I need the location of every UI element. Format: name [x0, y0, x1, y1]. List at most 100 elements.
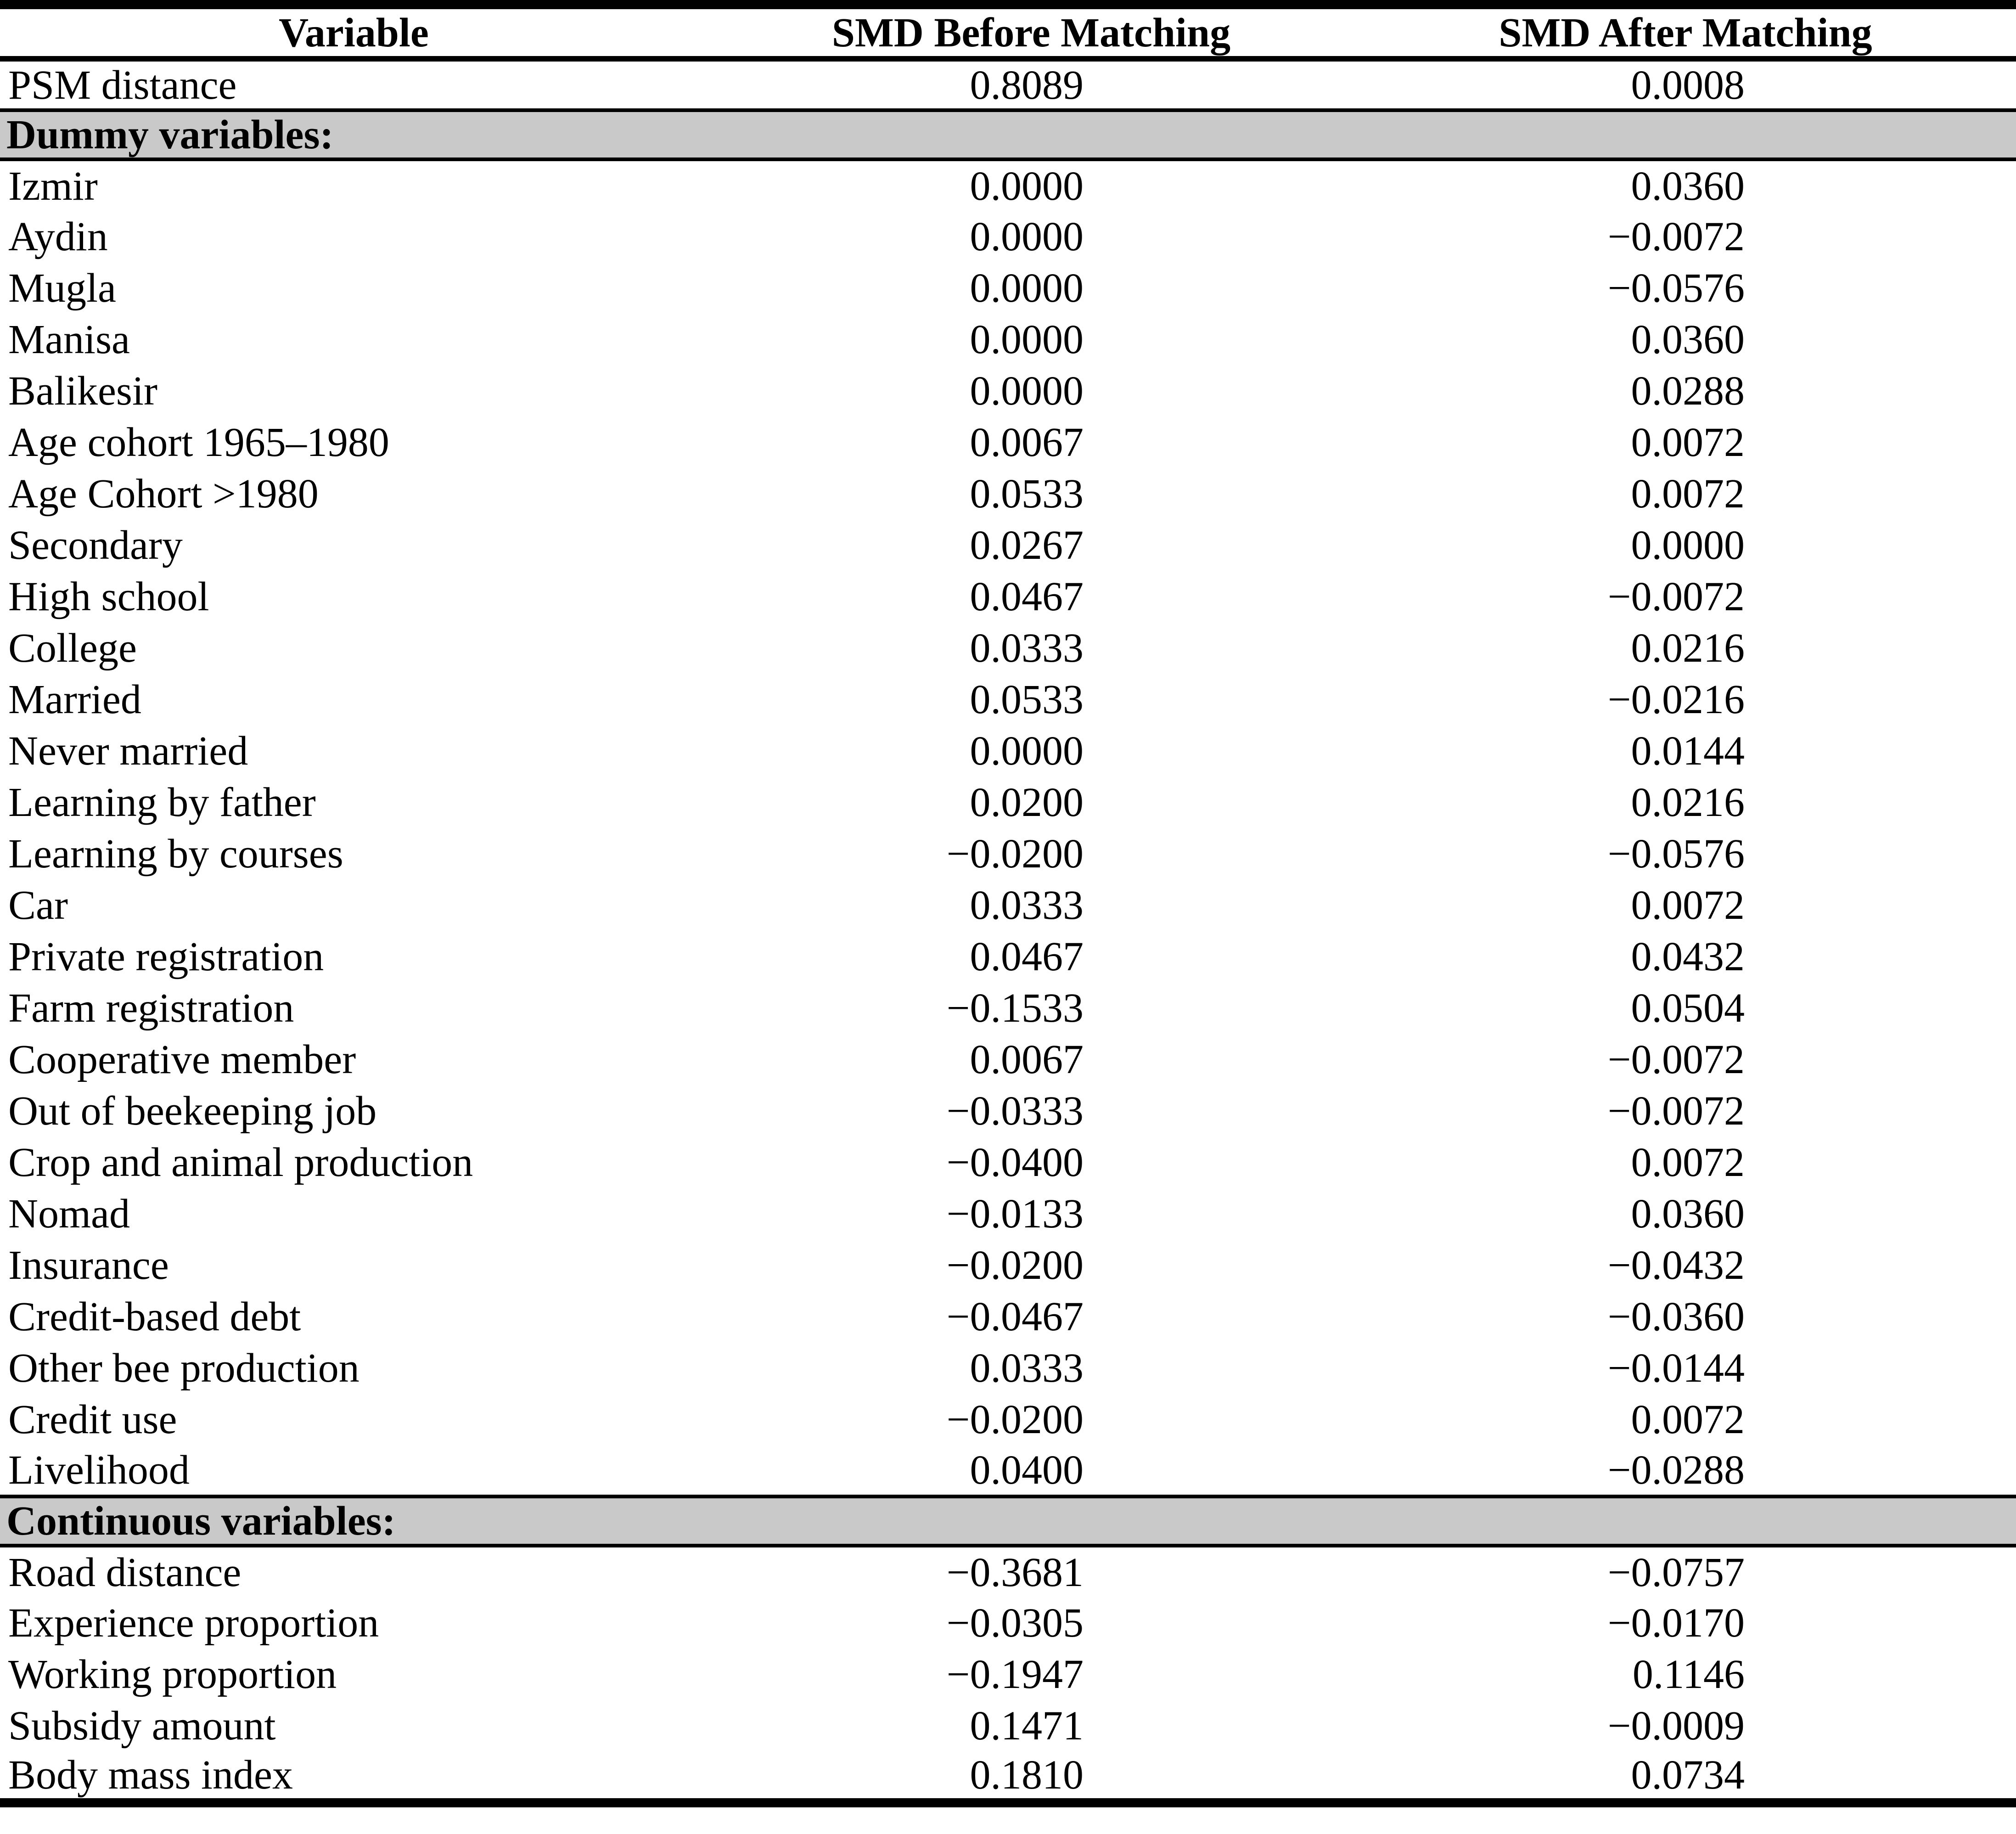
table-row: Car 0.0333 0.0072: [0, 879, 2016, 931]
smd-before-value-cell: −0.0305: [946, 1600, 1084, 1646]
variable-cell: High school: [8, 574, 209, 619]
table-row: Married 0.0533 −0.0216: [0, 674, 2016, 725]
smd-before-value-cell: −0.3681: [946, 1549, 1084, 1595]
smd-before-value-cell: −0.0400: [946, 1139, 1084, 1185]
variable-cell: Learning by father: [8, 779, 316, 825]
smd-after-value-cell: 0.0144: [1631, 728, 1745, 774]
smd-after-value-cell: −0.0757: [1607, 1549, 1745, 1595]
table-row: Livelihood 0.0400 −0.0288: [0, 1445, 2016, 1496]
table-row: Experience proportion −0.0305 −0.0170: [0, 1597, 2016, 1648]
smd-before-value-cell: 0.0000: [970, 214, 1084, 259]
variable-cell: Out of beekeeping job: [8, 1088, 377, 1134]
table-row: Nomad −0.0133 0.0360: [0, 1188, 2016, 1239]
variable-cell: Mugla: [8, 265, 116, 311]
table-row: Credit-based debt −0.0467 −0.0360: [0, 1291, 2016, 1342]
table-header-row: Variable SMD Before Matching SMD After M…: [0, 5, 2016, 62]
smd-before-value-cell: −0.0133: [946, 1191, 1084, 1237]
smd-after-value-cell: −0.0432: [1607, 1242, 1745, 1288]
smd-before-value-cell: −0.0200: [946, 1242, 1084, 1288]
table-row: Private registration 0.0467 0.0432: [0, 931, 2016, 982]
smd-after-value-cell: 0.0072: [1631, 419, 1745, 465]
variable-cell: Nomad: [8, 1191, 130, 1237]
variable-cell: Livelihood: [8, 1447, 190, 1493]
variable-cell: Izmir: [8, 163, 98, 209]
variable-cell: Experience proportion: [8, 1600, 379, 1646]
table-header: Variable SMD Before Matching SMD After M…: [0, 5, 2016, 62]
variable-cell: Married: [8, 676, 141, 722]
column-header-smd-before: SMD Before Matching: [708, 5, 1355, 62]
smd-before-value-cell: 0.0533: [970, 676, 1084, 722]
table-row: Working proportion −0.1947 0.1146: [0, 1648, 2016, 1700]
smd-after-value-cell: 0.0072: [1631, 882, 1745, 928]
table-row: Credit use −0.0200 0.0072: [0, 1394, 2016, 1445]
table-row: College 0.0333 0.0216: [0, 622, 2016, 674]
smd-after-value-cell: 0.0008: [1631, 62, 1745, 108]
smd-before-value-cell: 0.0467: [970, 934, 1084, 979]
variable-cell: Car: [8, 882, 68, 928]
table-row: Other bee production 0.0333 −0.0144: [0, 1342, 2016, 1394]
variable-cell: Working proportion: [8, 1651, 337, 1697]
section-header-row: Dummy variables:: [0, 110, 2016, 159]
smd-before-value-cell: 0.0000: [970, 728, 1084, 774]
smd-after-value-cell: 0.0360: [1631, 163, 1745, 209]
variable-cell: Learning by courses: [8, 831, 343, 877]
smd-before-value-cell: 0.0000: [970, 163, 1084, 209]
smd-before-value-cell: 0.0267: [970, 522, 1084, 568]
variable-cell: Other bee production: [8, 1345, 359, 1391]
variable-cell: Credit use: [8, 1396, 177, 1442]
table-row: Aydin 0.0000 −0.0072: [0, 211, 2016, 262]
variable-cell: Secondary: [8, 522, 183, 568]
table-row: Learning by father 0.0200 0.0216: [0, 776, 2016, 828]
table-row: Mugla 0.0000 −0.0576: [0, 262, 2016, 314]
smd-after-value-cell: 0.1146: [1632, 1651, 1745, 1697]
table-row: Cooperative member 0.0067 −0.0072: [0, 1034, 2016, 1085]
variable-cell: Subsidy amount: [8, 1703, 276, 1749]
smd-before-value-cell: −0.0333: [946, 1088, 1084, 1134]
table-row: Manisa 0.0000 0.0360: [0, 314, 2016, 365]
column-header-variable: Variable: [0, 5, 708, 62]
smd-after-value-cell: −0.0144: [1607, 1345, 1745, 1391]
variable-cell: Cooperative member: [8, 1036, 356, 1082]
smd-before-value-cell: −0.1947: [946, 1651, 1084, 1697]
smd-after-value-cell: 0.0072: [1631, 1139, 1745, 1185]
smd-after-value-cell: −0.0170: [1607, 1600, 1745, 1646]
variable-cell: Age Cohort >1980: [8, 471, 319, 517]
table-row: Out of beekeeping job −0.0333 −0.0072: [0, 1085, 2016, 1136]
smd-before-value-cell: 0.0400: [970, 1447, 1084, 1493]
smd-after-value-cell: −0.0576: [1607, 265, 1745, 311]
smd-after-value-cell: −0.0288: [1607, 1447, 1745, 1493]
table-row: Age Cohort >1980 0.0533 0.0072: [0, 468, 2016, 519]
smd-before-value-cell: −0.0200: [946, 831, 1084, 877]
smd-after-value-cell: 0.0360: [1631, 1191, 1745, 1237]
smd-before-value-cell: 0.0467: [970, 574, 1084, 619]
variable-cell: Never married: [8, 728, 248, 774]
smd-after-value-cell: 0.0504: [1631, 985, 1745, 1031]
smd-after-value-cell: 0.0216: [1631, 779, 1745, 825]
smd-before-value-cell: −0.0467: [946, 1294, 1084, 1339]
smd-after-value-cell: 0.0072: [1631, 1396, 1745, 1442]
smd-before-value-cell: 0.0067: [970, 1036, 1084, 1082]
smd-after-value-cell: −0.0216: [1607, 676, 1745, 722]
table-row: High school 0.0467 −0.0072: [0, 571, 2016, 622]
variable-cell: Insurance: [8, 1242, 169, 1288]
smd-before-value-cell: −0.0200: [946, 1396, 1084, 1442]
table-row: Secondary 0.0267 0.0000: [0, 519, 2016, 571]
smd-before-value-cell: 0.1810: [970, 1752, 1084, 1798]
variable-cell: Crop and animal production: [8, 1139, 473, 1185]
table-row: Learning by courses −0.0200 −0.0576: [0, 828, 2016, 879]
smd-before-value-cell: 0.0000: [970, 368, 1084, 414]
smd-after-value-cell: −0.0009: [1607, 1703, 1745, 1749]
table-row: Crop and animal production −0.0400 0.0072: [0, 1136, 2016, 1188]
smd-before-value-cell: 0.0000: [970, 265, 1084, 311]
smd-after-value-cell: −0.0072: [1607, 1036, 1745, 1082]
table-row: Farm registration −0.1533 0.0504: [0, 982, 2016, 1034]
smd-before-value-cell: −0.1533: [946, 985, 1084, 1031]
smd-before-value-cell: 0.0333: [970, 625, 1084, 671]
smd-before-value-cell: 0.0200: [970, 779, 1084, 825]
section-header-row: Continuous variables:: [0, 1496, 2016, 1546]
smd-before-value-cell: 0.0333: [970, 1345, 1084, 1391]
table-row: PSM distance 0.8089 0.0008: [0, 59, 2016, 110]
table-row: Balikesir 0.0000 0.0288: [0, 365, 2016, 416]
